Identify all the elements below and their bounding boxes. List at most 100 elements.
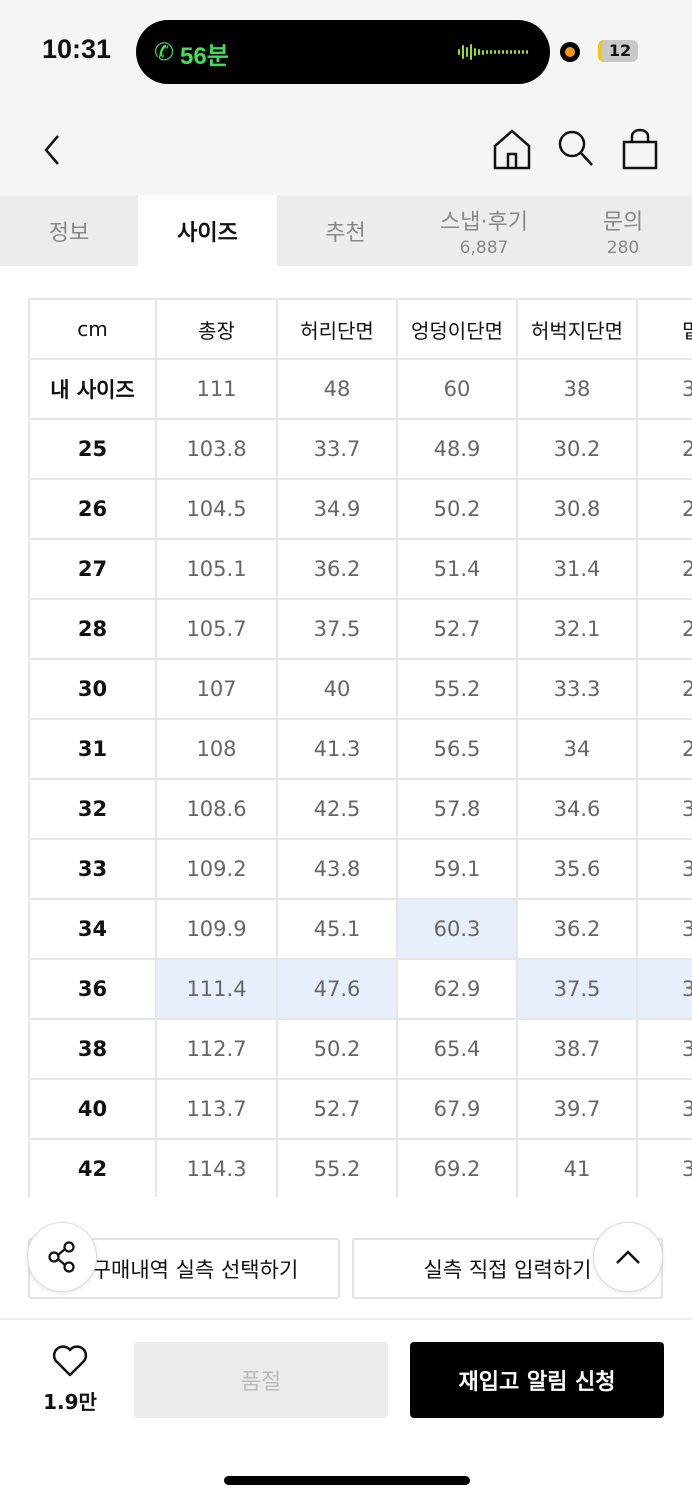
phone-icon: ✆ xyxy=(154,38,175,66)
table-cell: 47.6 xyxy=(276,958,398,1020)
shopping-bag-icon[interactable] xyxy=(620,128,660,170)
table-cell: 37.5 xyxy=(276,598,398,660)
column-header: 허리단면 xyxy=(276,298,398,360)
product-tabs: 정보 사이즈 추천 스냅·후기 6,887 문의 280 xyxy=(0,195,692,266)
button-label: 재입고 알림 신청 xyxy=(458,1370,616,1395)
table-cell: 38.7 xyxy=(516,1018,638,1080)
column-header: 밑 xyxy=(636,298,692,360)
button-label: 구매내역 실측 선택하기 xyxy=(91,1257,299,1282)
table-cell: 67.9 xyxy=(396,1078,518,1140)
tab-recommend[interactable]: 추천 xyxy=(277,195,414,266)
tab-label: 추천 xyxy=(325,220,366,246)
table-cell: 69.2 xyxy=(396,1138,518,1197)
table-cell: 103.8 xyxy=(155,418,278,480)
table-cell: 28 xyxy=(636,658,692,720)
home-indicator[interactable] xyxy=(224,1476,470,1485)
share-button[interactable] xyxy=(27,1222,97,1292)
row-size-label: 33 xyxy=(28,838,157,900)
table-cell: 41 xyxy=(516,1138,638,1197)
row-size-label: 36 xyxy=(28,958,157,1020)
like-count: 1.9만 xyxy=(43,1390,97,1414)
row-size-label: 42 xyxy=(28,1138,157,1197)
table-cell: 108.6 xyxy=(155,778,278,840)
table-cell: 42.5 xyxy=(276,778,398,840)
table-cell: 41.3 xyxy=(276,718,398,780)
table-cell: 111 xyxy=(155,358,278,420)
table-cell: 34 xyxy=(636,1018,692,1080)
heart-icon xyxy=(52,1345,88,1377)
table-cell: 104.5 xyxy=(155,478,278,540)
table-cell: 111.4 xyxy=(155,958,278,1020)
tab-size[interactable]: 사이즈 xyxy=(138,195,277,266)
table-cell: 48.9 xyxy=(396,418,518,480)
row-size-label: 내 사이즈 xyxy=(28,358,157,420)
tab-label: 문의 xyxy=(602,209,644,235)
table-cell: 33.7 xyxy=(276,418,398,480)
scroll-top-button[interactable] xyxy=(593,1222,663,1292)
tab-info[interactable]: 정보 xyxy=(0,195,138,266)
table-cell: 65.4 xyxy=(396,1018,518,1080)
row-size-label: 30 xyxy=(28,658,157,720)
button-label: 품절 xyxy=(240,1370,282,1395)
status-time: 10:31 xyxy=(42,34,112,64)
table-cell: 40 xyxy=(276,658,398,720)
tab-inquiry[interactable]: 문의 280 xyxy=(554,195,692,266)
table-cell: 30.2 xyxy=(516,418,638,480)
call-duration: 56분 xyxy=(180,43,229,70)
table-cell: 105.1 xyxy=(155,538,278,600)
column-header: 총장 xyxy=(155,298,278,360)
size-table[interactable]: cm총장허리단면엉덩이단면허벅지단면밑내 사이즈111486038325103.… xyxy=(28,298,692,1197)
table-cell: 26 xyxy=(636,538,692,600)
row-size-label: 27 xyxy=(28,538,157,600)
table-cell: 51.4 xyxy=(396,538,518,600)
recording-indicator-icon xyxy=(560,42,580,62)
search-icon[interactable] xyxy=(556,128,596,170)
table-header-row: cm총장허리단면엉덩이단면허벅지단면밑 xyxy=(28,298,692,360)
back-icon[interactable] xyxy=(38,130,68,170)
table-cell: 3 xyxy=(636,958,692,1020)
table-cell: 43.8 xyxy=(276,838,398,900)
table-cell: 37.5 xyxy=(516,958,638,1020)
divider xyxy=(0,1318,692,1320)
review-count: 6,887 xyxy=(459,237,509,258)
chevron-up-icon xyxy=(616,1250,640,1264)
table-cell: 50.2 xyxy=(276,1018,398,1080)
table-cell: 33.3 xyxy=(516,658,638,720)
table-cell: 39.7 xyxy=(516,1078,638,1140)
table-cell: 32.1 xyxy=(516,598,638,660)
row-size-label: 25 xyxy=(28,418,157,480)
table-row: 내 사이즈1114860383 xyxy=(28,358,692,420)
row-size-label: 31 xyxy=(28,718,157,780)
table-cell: 3 xyxy=(636,358,692,420)
table-cell: 52.7 xyxy=(276,1078,398,1140)
table-cell: 35 xyxy=(636,1078,692,1140)
table-cell: 30 xyxy=(636,778,692,840)
row-size-label: 28 xyxy=(28,598,157,660)
restock-alert-button[interactable]: 재입고 알림 신청 xyxy=(410,1342,664,1418)
table-cell: 113.7 xyxy=(155,1078,278,1140)
button-label: 실측 직접 입력하기 xyxy=(423,1257,592,1282)
table-cell: 35 xyxy=(636,1138,692,1197)
table-cell: 112.7 xyxy=(155,1018,278,1080)
column-header: 허벅지단면 xyxy=(516,298,638,360)
table-cell: 114.3 xyxy=(155,1138,278,1197)
home-icon[interactable] xyxy=(492,128,532,170)
row-size-label: 40 xyxy=(28,1078,157,1140)
table-cell: 55.2 xyxy=(276,1138,398,1197)
column-header: 엉덩이단면 xyxy=(396,298,518,360)
tab-snap-review[interactable]: 스냅·후기 6,887 xyxy=(414,195,554,266)
table-cell: 25 xyxy=(636,418,692,480)
tab-label: 정보 xyxy=(48,220,90,246)
header: 10:31 ✆ 56분 12 xyxy=(0,0,692,195)
dynamic-island-call[interactable]: ✆ 56분 xyxy=(136,20,550,84)
table-cell: 2 xyxy=(636,478,692,540)
row-size-label: 26 xyxy=(28,478,157,540)
like-button[interactable]: 1.9만 xyxy=(30,1344,110,1415)
table-cell: 36.2 xyxy=(516,898,638,960)
